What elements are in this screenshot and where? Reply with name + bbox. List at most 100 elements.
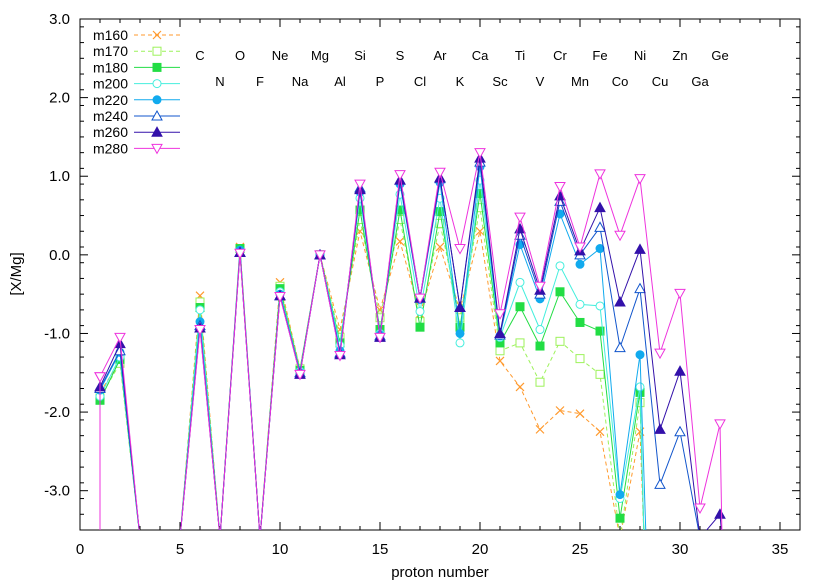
data-point [455, 313, 465, 323]
data-point [274, 292, 286, 303]
data-point [594, 169, 606, 180]
data-point [634, 243, 646, 254]
data-point [535, 341, 545, 351]
data-point [294, 369, 306, 381]
data-point [195, 305, 205, 315]
series-m170 [95, 203, 645, 530]
data-point [574, 242, 586, 254]
data-point [614, 295, 626, 307]
data-point [555, 406, 565, 415]
data-point [494, 327, 506, 338]
data-point [194, 325, 206, 336]
element-label: Cr [553, 48, 567, 63]
data-point [535, 424, 545, 434]
data-point [455, 328, 465, 338]
element-label: Fe [592, 48, 607, 63]
data-point [615, 490, 625, 500]
y-tick-label: -1.0 [44, 325, 70, 342]
element-labels: C O Ne Mg Si S Ar Ca Ti Cr Fe Ni Zn Ge N F Na Al P Cl K Sc V Mn… [195, 48, 728, 89]
data-point [414, 293, 426, 305]
data-point [654, 348, 666, 360]
data-point [634, 174, 646, 185]
element-label: Ti [515, 48, 525, 63]
series-m280 [94, 148, 726, 530]
x-tick-label: 5 [176, 541, 184, 558]
element-label: Ar [434, 48, 448, 63]
series-m180 [95, 189, 645, 530]
data-point [595, 301, 605, 311]
data-point [151, 126, 163, 137]
data-point [152, 95, 162, 105]
element-label: Sc [492, 74, 508, 89]
data-point [435, 242, 445, 252]
x-tick-label: 20 [472, 541, 489, 558]
data-point [415, 322, 425, 332]
axis-ticks [79, 18, 801, 531]
element-label: Co [612, 74, 629, 89]
element-label: S [396, 48, 405, 63]
legend-label: m280 [93, 140, 128, 156]
legend-label: m170 [93, 43, 128, 59]
data-point [354, 179, 366, 191]
data-point [454, 244, 466, 255]
element-label: Zn [672, 48, 687, 63]
series-line [99, 193, 645, 530]
data-point [594, 201, 606, 213]
data-point [615, 513, 625, 523]
element-label: C [195, 48, 204, 63]
element-label: N [215, 74, 224, 89]
x-tick-label: 25 [572, 541, 589, 558]
data-point [614, 230, 626, 242]
data-point [594, 221, 606, 232]
element-label: F [256, 74, 264, 89]
series-line [99, 207, 645, 530]
data-point [654, 423, 666, 434]
data-point [455, 338, 465, 348]
data-point [634, 282, 646, 294]
data-point [152, 30, 162, 40]
data-point [152, 79, 162, 89]
data-point [515, 277, 525, 287]
data-point [674, 365, 686, 376]
data-point [595, 326, 605, 336]
data-point [614, 341, 626, 353]
data-point [151, 109, 163, 121]
data-point [635, 350, 645, 360]
data-point [515, 302, 525, 312]
data-point [355, 205, 365, 215]
element-label: Ni [634, 48, 646, 63]
element-label: Si [354, 48, 366, 63]
series-m220 [95, 162, 647, 530]
y-tick-label: -3.0 [44, 483, 70, 500]
x-tick-label: 0 [76, 541, 84, 558]
element-label: Ca [472, 48, 489, 63]
x-tick-label: 35 [772, 541, 789, 558]
series-layer [94, 148, 726, 530]
data-point [555, 287, 565, 297]
element-label: Na [292, 74, 309, 89]
y-tick-label: 1.0 [49, 168, 70, 185]
data-point [714, 508, 726, 519]
x-tick-labels: 0 5 10 15 20 25 30 35 [76, 541, 789, 558]
data-point [395, 237, 405, 246]
data-point [152, 62, 162, 72]
data-point [595, 427, 605, 437]
data-point [555, 261, 565, 271]
legend-label: m240 [93, 108, 128, 124]
data-point [555, 336, 565, 346]
data-point [494, 309, 506, 320]
element-label: Ge [711, 48, 728, 63]
element-label: Ne [272, 48, 289, 63]
legend-label: m260 [93, 124, 128, 140]
series-line [99, 180, 645, 530]
data-point [595, 369, 605, 379]
data-point [575, 317, 585, 327]
data-point [434, 167, 446, 179]
data-point [474, 148, 486, 159]
series-m160 [95, 226, 645, 530]
data-point [635, 382, 645, 392]
data-point [654, 478, 666, 489]
y-tick-label: -2.0 [44, 404, 70, 421]
element-label: Cl [414, 74, 426, 89]
data-point [694, 503, 706, 515]
